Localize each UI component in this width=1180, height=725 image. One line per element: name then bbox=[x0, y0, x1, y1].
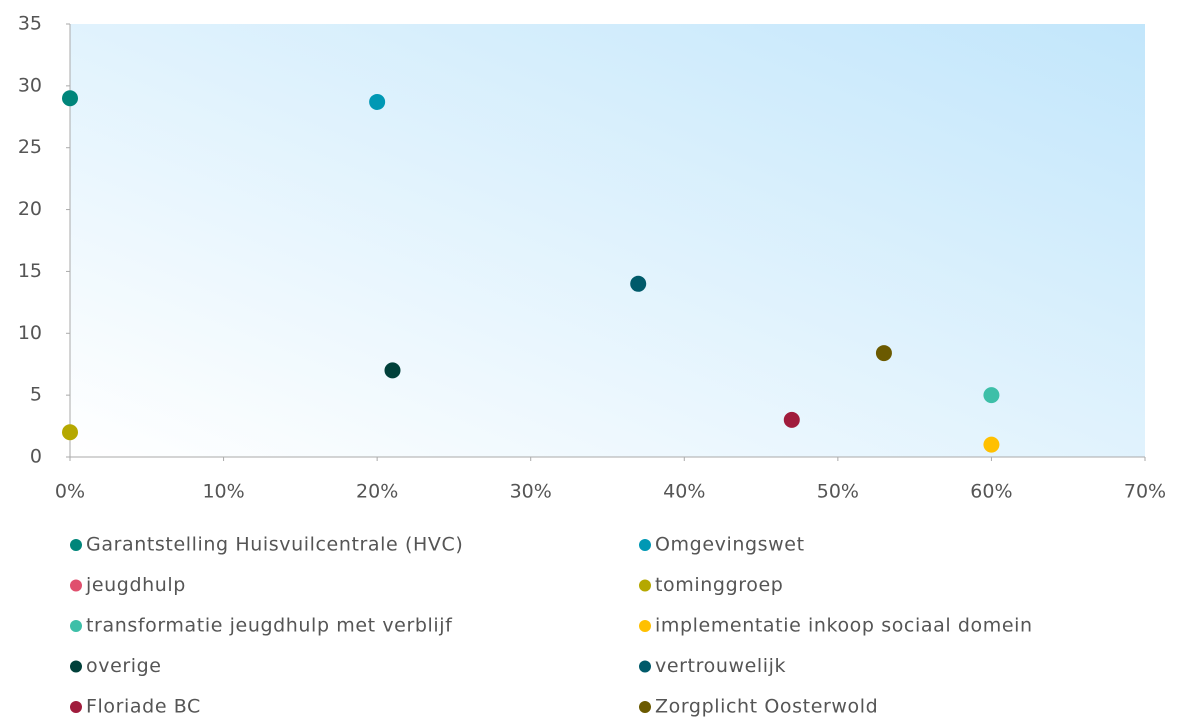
plot-area bbox=[70, 24, 1145, 457]
legend-label: transformatie jeugdhulp met verblijf bbox=[86, 615, 453, 637]
legend-label: Omgevingswet bbox=[655, 534, 805, 556]
legend-label: Floriade BC bbox=[86, 696, 201, 718]
x-tick-label: 50% bbox=[817, 481, 859, 503]
y-tick-label: 25 bbox=[18, 136, 42, 158]
legend-label: implementatie inkoop sociaal domein bbox=[655, 615, 1033, 637]
y-tick-label: 30 bbox=[18, 74, 42, 96]
legend-swatch bbox=[639, 579, 651, 592]
legend-label: overige bbox=[86, 655, 162, 677]
point bbox=[62, 90, 78, 107]
point bbox=[630, 275, 647, 292]
point bbox=[384, 362, 401, 379]
x-tick-label: 40% bbox=[663, 481, 705, 503]
point bbox=[783, 411, 800, 428]
legend-swatch bbox=[639, 660, 651, 673]
y-tick-label: 35 bbox=[18, 13, 42, 35]
x-tick-label: 70% bbox=[1124, 481, 1166, 503]
y-tick-label: 20 bbox=[18, 198, 42, 220]
legend-swatch bbox=[70, 660, 82, 673]
point bbox=[62, 424, 78, 441]
point bbox=[983, 387, 1000, 404]
point bbox=[369, 93, 386, 110]
legend-swatch bbox=[70, 620, 82, 632]
legend-swatch bbox=[70, 539, 82, 551]
x-tick-label: 0% bbox=[55, 481, 85, 503]
x-tick-label: 30% bbox=[510, 481, 552, 503]
legend-label: jeugdhulp bbox=[85, 574, 186, 596]
legend-swatch bbox=[70, 701, 82, 713]
y-tick-label: 10 bbox=[18, 322, 42, 344]
x-tick-label: 60% bbox=[970, 481, 1012, 503]
legend-label: tominggroep bbox=[655, 574, 783, 596]
legend-label: Garantstelling Huisvuilcentrale (HVC) bbox=[86, 534, 463, 556]
y-tick-label: 0 bbox=[30, 446, 42, 468]
y-tick-label: 15 bbox=[18, 260, 42, 282]
legend-label: vertrouwelijk bbox=[655, 655, 786, 677]
point bbox=[983, 436, 1000, 453]
legend-swatch bbox=[639, 539, 651, 551]
point bbox=[875, 345, 892, 362]
x-tick-label: 20% bbox=[356, 481, 398, 503]
legend-swatch bbox=[70, 579, 82, 592]
legend-swatch bbox=[639, 620, 651, 632]
legend-swatch bbox=[639, 701, 651, 713]
x-tick-label: 10% bbox=[202, 481, 244, 503]
legend-label: Zorgplicht Oosterwold bbox=[655, 696, 878, 718]
y-tick-label: 5 bbox=[30, 384, 42, 406]
